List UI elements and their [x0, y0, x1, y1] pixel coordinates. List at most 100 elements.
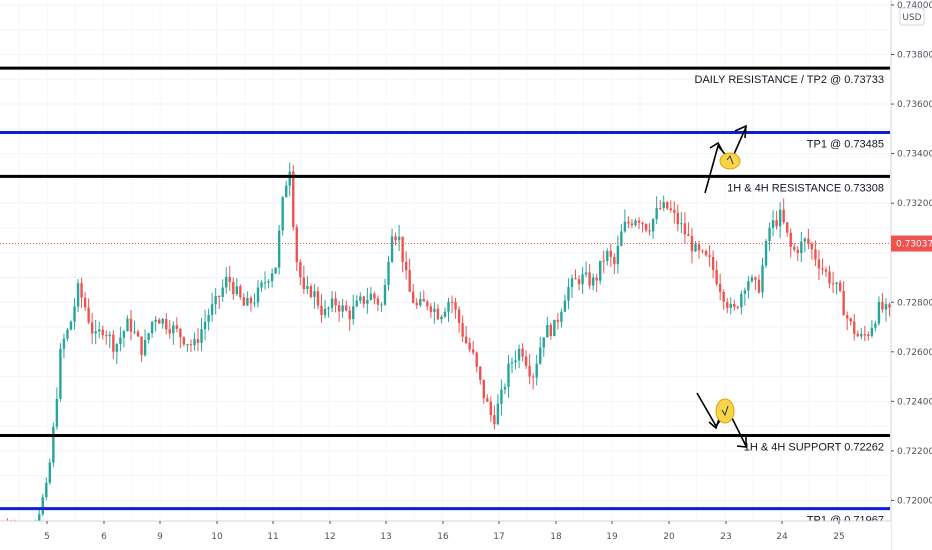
candle-body	[867, 334, 870, 336]
candle-body	[539, 347, 542, 364]
candle-body	[584, 272, 588, 275]
price-axis-bg[interactable]	[891, 0, 932, 550]
candle-body	[380, 304, 383, 306]
x-tick-label: 25	[833, 532, 844, 542]
candle-body	[129, 318, 133, 332]
candle-body	[217, 296, 221, 298]
candle-body	[648, 230, 651, 232]
levels: DAILY RESISTANCE / TP2 @ 0.73733 TP1 @ 0.…	[0, 66, 890, 527]
candle-body	[669, 208, 672, 211]
candle-body	[609, 250, 612, 257]
candle-body	[80, 283, 83, 298]
y-tick-label: 0.72600	[897, 348, 932, 358]
candle-body	[747, 281, 750, 291]
candle-body	[404, 261, 408, 271]
candle-body	[401, 236, 404, 262]
candle-body	[786, 222, 789, 233]
candle-body	[838, 282, 842, 291]
candle-body	[496, 403, 500, 425]
candle-body	[754, 277, 757, 280]
candle-body	[246, 297, 249, 306]
candle-body	[623, 221, 627, 232]
candle-body	[553, 319, 556, 337]
x-tick-label: 10	[211, 532, 223, 542]
candle-body	[136, 331, 140, 337]
candle-body	[503, 387, 507, 390]
candle-body	[366, 299, 369, 304]
x-tick-label: 23	[720, 532, 731, 542]
candle-body	[376, 298, 380, 305]
candle-body	[323, 308, 327, 316]
candle-body	[179, 328, 182, 338]
candle-body	[341, 305, 344, 312]
candle-body	[860, 334, 863, 337]
candle-body	[242, 297, 246, 306]
candle-body	[274, 267, 277, 274]
candle-body	[196, 339, 200, 343]
candle-body	[807, 238, 810, 244]
candle-body	[306, 286, 309, 290]
candle-body	[877, 301, 881, 324]
tp1-upper-label: TP1 @ 0.73485	[807, 139, 884, 151]
candle-body	[98, 329, 101, 332]
candle-body	[602, 260, 605, 262]
candle-body	[73, 306, 76, 322]
candle-body	[228, 276, 231, 283]
candle-body	[824, 269, 828, 272]
y-tick-label: 0.74000	[897, 1, 932, 11]
candle-body	[634, 220, 637, 226]
candle-body	[683, 223, 687, 235]
candle-body	[726, 301, 729, 308]
candle-body	[133, 331, 136, 333]
candle-body	[285, 185, 288, 198]
candle-body	[729, 304, 732, 308]
candle-body	[464, 336, 468, 343]
time-axis-bg[interactable]	[0, 521, 891, 550]
candle-body	[662, 202, 665, 209]
candle-body	[172, 325, 175, 334]
candle-body	[359, 296, 362, 301]
last-price-badge-label: 0.73037	[896, 240, 932, 250]
candle-body	[337, 305, 341, 312]
candle-body	[694, 244, 697, 252]
candle-body	[775, 220, 778, 227]
y-tick-label: 0.73200	[897, 199, 932, 209]
candle-body	[764, 241, 768, 266]
candle-body	[397, 236, 401, 241]
candle-body	[581, 274, 584, 285]
candle-body	[796, 249, 799, 254]
candle-body	[90, 322, 94, 334]
candle-body	[239, 286, 242, 298]
candle-body	[221, 287, 224, 297]
candle-body	[793, 246, 796, 250]
candle-body	[112, 334, 115, 352]
candle-body	[83, 297, 87, 308]
candle-body	[270, 273, 274, 282]
candle-body	[853, 321, 856, 334]
candle-body	[387, 261, 390, 285]
candle-body	[835, 282, 838, 285]
support-label: 1H & 4H SUPPORT 0.72262	[744, 442, 884, 454]
currency-button[interactable]: USD	[899, 7, 925, 26]
candle-body	[757, 279, 761, 293]
candle-body	[203, 321, 207, 330]
candle-body	[514, 360, 517, 363]
candle-body	[471, 349, 475, 353]
candle-body	[528, 365, 531, 377]
bearish-arrow	[696, 392, 747, 448]
candle-body	[369, 293, 373, 300]
candle-body	[419, 298, 422, 306]
candle-body	[309, 286, 313, 297]
candle-body	[186, 344, 189, 346]
candle-body	[182, 337, 186, 345]
candle-body	[535, 363, 538, 378]
candle-body	[616, 245, 620, 265]
candle-body	[863, 334, 867, 336]
candle-body	[281, 197, 284, 231]
candle-body	[373, 293, 376, 299]
candle-body	[260, 282, 263, 288]
candle-body	[874, 323, 877, 328]
candle-body	[637, 220, 641, 223]
